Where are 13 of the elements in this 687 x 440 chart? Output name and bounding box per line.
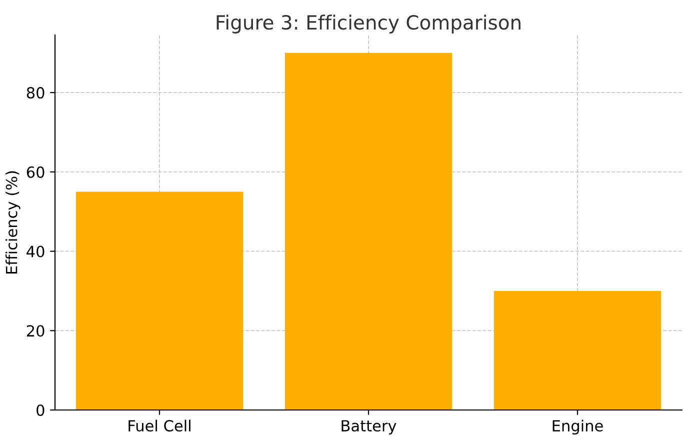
chart-title: Figure 3: Efficiency Comparison bbox=[216, 14, 520, 34]
bar bbox=[494, 290, 662, 410]
y-tick-label: 40 bbox=[26, 246, 44, 258]
y-tick-label: 80 bbox=[26, 87, 44, 99]
bar bbox=[76, 192, 244, 410]
y-axis-title: Efficiency (%) bbox=[5, 171, 20, 274]
y-tick-label: 60 bbox=[26, 166, 44, 178]
x-tick-label: Engine bbox=[552, 420, 603, 435]
x-tick-label: Fuel Cell bbox=[128, 420, 190, 432]
y-tick-label: 20 bbox=[26, 325, 44, 337]
bar bbox=[284, 52, 452, 410]
x-tick-label: Battery bbox=[342, 420, 396, 435]
y-tick-label: 0 bbox=[36, 404, 44, 416]
